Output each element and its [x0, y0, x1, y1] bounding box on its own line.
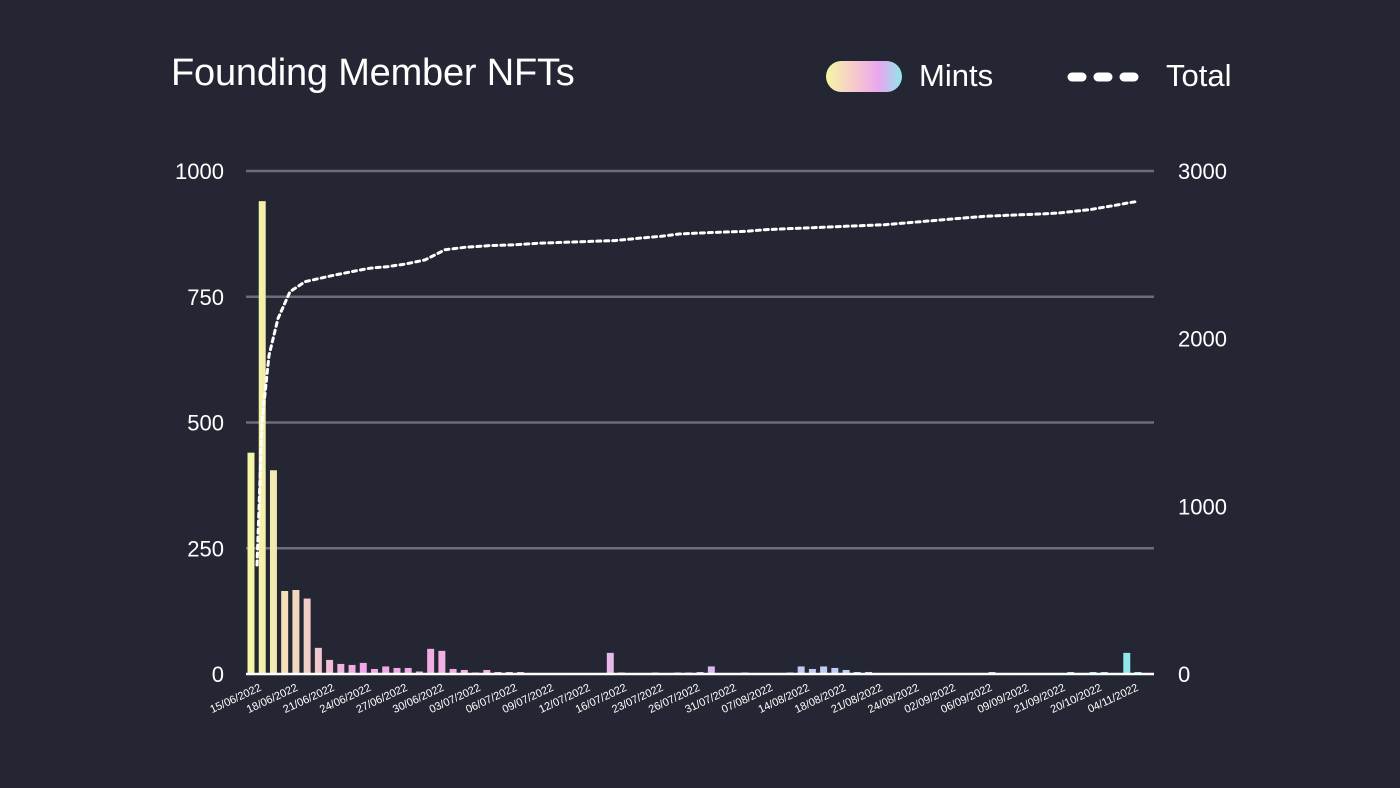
legend-total-dashes	[1067, 72, 1141, 82]
mints-bar	[808, 668, 816, 674]
mints-bar	[348, 664, 356, 674]
y-right-tick-label: 1000	[1178, 494, 1227, 519]
mints-bar	[269, 470, 277, 674]
legend-mints-swatch	[826, 61, 902, 92]
axes: 02505007501000010002000300015/06/202218/…	[175, 159, 1227, 716]
mints-bar	[842, 669, 850, 674]
bars	[247, 201, 1142, 674]
y-right-tick-label: 3000	[1178, 159, 1227, 184]
mints-bar	[314, 647, 322, 674]
legend-total-label: Total	[1166, 58, 1232, 93]
mints-bar	[303, 598, 311, 674]
mints-bar	[382, 666, 390, 674]
y-left-tick-label: 1000	[175, 159, 224, 184]
y-left-tick-label: 250	[187, 536, 224, 561]
mints-bar	[404, 667, 412, 674]
y-right-tick-label: 0	[1178, 662, 1190, 687]
legend: Mints Total	[0, 58, 1400, 98]
y-left-tick-label: 500	[187, 411, 224, 436]
total-series-line	[255, 200, 1139, 567]
mints-bar	[1123, 652, 1131, 674]
mints-bar	[326, 659, 334, 674]
total-line	[255, 200, 1139, 567]
mints-bar	[427, 648, 435, 674]
mints-bar	[281, 591, 289, 674]
mints-bar	[797, 666, 805, 674]
mints-bar	[606, 652, 614, 674]
mints-bar	[393, 667, 401, 674]
mints-bar	[449, 668, 457, 674]
mints-bar	[371, 668, 378, 674]
legend-mints-label: Mints	[919, 58, 994, 93]
chart-title: Founding Member NFTs	[171, 52, 575, 94]
mints-bar	[359, 662, 367, 674]
mints-bar	[415, 671, 423, 674]
mints-bar	[292, 589, 300, 674]
y-left-tick-label: 0	[212, 662, 224, 687]
mints-bar	[483, 669, 491, 674]
grid-lines	[246, 169, 1154, 550]
mints-bar	[831, 667, 839, 674]
mints-bar	[438, 650, 446, 674]
mints-bar	[337, 663, 345, 674]
mints-bar	[820, 666, 828, 674]
mints-bar	[247, 452, 255, 674]
y-left-tick-label: 750	[187, 285, 224, 310]
mints-bar	[460, 669, 468, 674]
mints-bar	[707, 666, 715, 674]
y-right-tick-label: 2000	[1178, 327, 1227, 352]
